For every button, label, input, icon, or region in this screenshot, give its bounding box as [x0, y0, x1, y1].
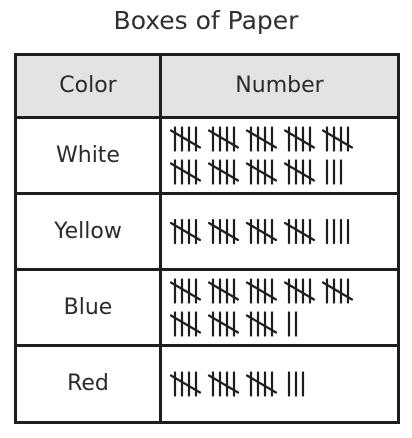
column-divider — [159, 56, 162, 421]
tally-slash — [207, 162, 240, 182]
row-label-blue: Blue — [63, 295, 113, 320]
row-divider — [17, 192, 397, 195]
chart-title: Boxes of Paper — [113, 6, 299, 35]
tally-slash — [245, 162, 278, 182]
tally-slash — [283, 221, 316, 242]
tally-slash — [283, 129, 316, 149]
row-divider — [17, 116, 397, 119]
tally-slash — [245, 221, 278, 242]
tally-slash — [283, 281, 316, 301]
header-number: Number — [235, 73, 324, 98]
row-divider — [17, 344, 397, 347]
tally-slash — [245, 129, 278, 149]
row-label-white: White — [56, 143, 120, 168]
tally-white — [169, 126, 354, 185]
tally-slash — [245, 314, 278, 334]
tally-slash — [321, 281, 354, 301]
tally-slash — [169, 162, 202, 182]
row-label-red: Red — [67, 371, 109, 396]
tally-slash — [169, 314, 202, 334]
tally-slash — [207, 374, 240, 394]
tally-red — [169, 371, 305, 397]
tally-slash — [207, 314, 240, 334]
tally-slash — [169, 281, 202, 301]
tally-slash — [169, 374, 202, 394]
row-divider — [17, 268, 397, 271]
row-label-yellow: Yellow — [54, 219, 122, 244]
tally-slash — [169, 221, 202, 242]
tally-blue — [169, 278, 354, 337]
tally-slash — [169, 129, 202, 149]
tally-slash — [283, 162, 316, 182]
tally-slash — [321, 129, 354, 149]
header-color: Color — [59, 73, 117, 98]
tally-slash — [245, 281, 278, 301]
tally-yellow — [169, 218, 350, 245]
tally-slash — [207, 129, 240, 149]
header-row — [17, 56, 397, 116]
tally-slash — [207, 281, 240, 301]
tally-slash — [207, 221, 240, 242]
tally-slash — [245, 374, 278, 394]
tally-table: Color Number White Yellow Blue Red — [14, 53, 400, 424]
